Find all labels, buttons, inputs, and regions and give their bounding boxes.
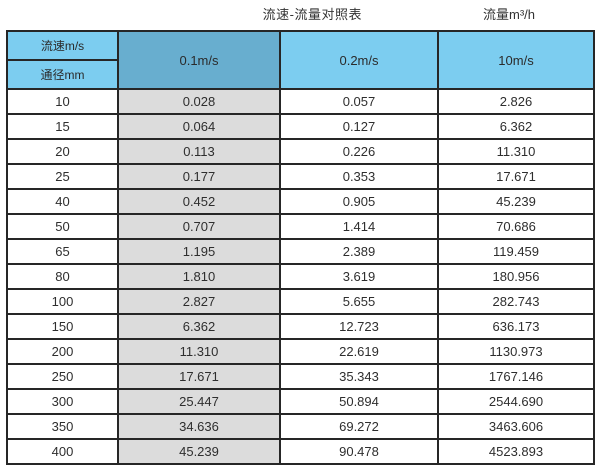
column-header-0_2ms: 0.2m/s bbox=[279, 30, 439, 90]
flow-value-cell: 2.827 bbox=[117, 288, 281, 315]
table-row: 15 0.064 0.127 6.362 bbox=[6, 113, 595, 140]
diameter-cell: 10 bbox=[6, 88, 119, 115]
diameter-cell: 100 bbox=[6, 288, 119, 315]
flow-value-cell: 0.707 bbox=[117, 213, 281, 240]
table-row: 100 2.827 5.655 282.743 bbox=[6, 288, 595, 315]
flow-value-cell: 1.414 bbox=[279, 213, 439, 240]
flow-value-cell: 5.655 bbox=[279, 288, 439, 315]
flow-value-cell: 1.195 bbox=[117, 238, 281, 265]
flow-value-cell: 12.723 bbox=[279, 313, 439, 340]
flow-value-cell: 11.310 bbox=[117, 338, 281, 365]
diameter-cell: 50 bbox=[6, 213, 119, 240]
flow-value-cell: 0.127 bbox=[279, 113, 439, 140]
table-title: 流速-流量对照表 bbox=[262, 7, 362, 22]
diameter-cell: 250 bbox=[6, 363, 119, 390]
velocity-flow-table: 流速m/s 0.1m/s 0.2m/s 10m/s 通径mm 10 0.028 0.… bbox=[6, 30, 595, 465]
flow-value-cell: 17.671 bbox=[437, 163, 595, 190]
diameter-cell: 200 bbox=[6, 338, 119, 365]
flow-value-cell: 3463.606 bbox=[437, 413, 595, 440]
diameter-cell: 150 bbox=[6, 313, 119, 340]
table-row: 150 6.362 12.723 636.173 bbox=[6, 313, 595, 340]
flow-value-cell: 45.239 bbox=[117, 438, 281, 465]
flow-value-cell: 3.619 bbox=[279, 263, 439, 290]
flow-value-cell: 90.478 bbox=[279, 438, 439, 465]
flow-value-cell: 50.894 bbox=[279, 388, 439, 415]
flow-value-cell: 4523.893 bbox=[437, 438, 595, 465]
header-row-top: 流速m/s 0.1m/s 0.2m/s 10m/s bbox=[6, 30, 595, 90]
column-header-10ms: 10m/s bbox=[437, 30, 595, 90]
flow-value-cell: 25.447 bbox=[117, 388, 281, 415]
flow-unit-label: 流量m³/h bbox=[483, 7, 536, 22]
table-row: 80 1.810 3.619 180.956 bbox=[6, 263, 595, 290]
table-row: 65 1.195 2.389 119.459 bbox=[6, 238, 595, 265]
flow-value-cell: 22.619 bbox=[279, 338, 439, 365]
flow-value-cell: 34.636 bbox=[117, 413, 281, 440]
column-header-0_1ms: 0.1m/s bbox=[117, 30, 281, 90]
diameter-cell: 65 bbox=[6, 238, 119, 265]
flow-value-cell: 0.177 bbox=[117, 163, 281, 190]
flow-value-cell: 6.362 bbox=[437, 113, 595, 140]
table-row: 10 0.028 0.057 2.826 bbox=[6, 88, 595, 115]
flow-value-cell: 69.272 bbox=[279, 413, 439, 440]
header-row-bottom: 通径mm bbox=[6, 59, 594, 90]
corner-velocity-label: 流速m/s bbox=[6, 30, 119, 61]
flow-value-cell: 0.452 bbox=[117, 188, 281, 215]
flow-value-cell: 35.343 bbox=[279, 363, 439, 390]
flow-value-cell: 2544.690 bbox=[437, 388, 595, 415]
flow-value-cell: 6.362 bbox=[117, 313, 281, 340]
diameter-cell: 25 bbox=[6, 163, 119, 190]
diameter-cell: 80 bbox=[6, 263, 119, 290]
table-row: 25 0.177 0.353 17.671 bbox=[6, 163, 595, 190]
flow-value-cell: 11.310 bbox=[437, 138, 595, 165]
diameter-cell: 350 bbox=[6, 413, 119, 440]
flow-value-cell: 180.956 bbox=[437, 263, 595, 290]
corner-diameter-label: 通径mm bbox=[6, 59, 119, 90]
flow-value-cell: 0.113 bbox=[117, 138, 281, 165]
flow-value-cell: 0.064 bbox=[117, 113, 281, 140]
flow-value-cell: 0.353 bbox=[279, 163, 439, 190]
flow-value-cell: 0.057 bbox=[279, 88, 439, 115]
flow-value-cell: 1767.146 bbox=[437, 363, 595, 390]
table-row: 300 25.447 50.894 2544.690 bbox=[6, 388, 595, 415]
diameter-cell: 300 bbox=[6, 388, 119, 415]
flow-value-cell: 1130.973 bbox=[437, 338, 595, 365]
table-row: 20 0.113 0.226 11.310 bbox=[6, 138, 595, 165]
flow-value-cell: 17.671 bbox=[117, 363, 281, 390]
table-body: 10 0.028 0.057 2.826 15 0.064 0.127 6.362 20 0.11… bbox=[6, 88, 595, 465]
table-row: 40 0.452 0.905 45.239 bbox=[6, 188, 595, 215]
flow-value-cell: 119.459 bbox=[437, 238, 595, 265]
flow-value-cell: 70.686 bbox=[437, 213, 595, 240]
diameter-cell: 400 bbox=[6, 438, 119, 465]
table-row: 200 11.310 22.619 1130.973 bbox=[6, 338, 595, 365]
flow-value-cell: 0.226 bbox=[279, 138, 439, 165]
table-row: 350 34.636 69.272 3463.606 bbox=[6, 413, 595, 440]
flow-value-cell: 282.743 bbox=[437, 288, 595, 315]
flow-value-cell: 2.389 bbox=[279, 238, 439, 265]
flow-value-cell: 1.810 bbox=[117, 263, 281, 290]
table-row: 400 45.239 90.478 4523.893 bbox=[6, 438, 595, 465]
flow-value-cell: 2.826 bbox=[437, 88, 595, 115]
table-row: 50 0.707 1.414 70.686 bbox=[6, 213, 595, 240]
diameter-cell: 15 bbox=[6, 113, 119, 140]
table-header: 流速m/s 0.1m/s 0.2m/s 10m/s 通径mm bbox=[6, 30, 595, 90]
flow-value-cell: 45.239 bbox=[437, 188, 595, 215]
diameter-cell: 40 bbox=[6, 188, 119, 215]
diameter-cell: 20 bbox=[6, 138, 119, 165]
flow-value-cell: 636.173 bbox=[437, 313, 595, 340]
flow-value-cell: 0.028 bbox=[117, 88, 281, 115]
flow-value-cell: 0.905 bbox=[279, 188, 439, 215]
table-row: 250 17.671 35.343 1767.146 bbox=[6, 363, 595, 390]
